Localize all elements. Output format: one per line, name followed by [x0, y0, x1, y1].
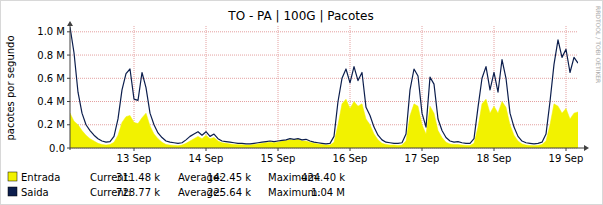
plot-area	[70, 26, 578, 148]
x-tick-label: 17 Sep	[405, 153, 440, 164]
chart: TO - PA | 100G | Pacotes pacotes por segu…	[0, 0, 603, 205]
y-axis	[70, 26, 71, 150]
x-tick-label: 14 Sep	[189, 153, 224, 164]
tick	[422, 148, 423, 151]
credit: RRDTOOL / TOBI OETIKER	[595, 6, 602, 83]
legend-label: Entrada	[21, 172, 60, 183]
legend-swatch	[8, 172, 17, 181]
tick	[67, 55, 70, 56]
x-tick-label: 15 Sep	[261, 153, 296, 164]
tick	[566, 148, 567, 151]
tick	[67, 148, 70, 149]
axis-arrow	[67, 21, 73, 26]
tick	[278, 148, 279, 151]
x-axis	[70, 148, 584, 149]
tick	[206, 148, 207, 151]
tick	[67, 124, 70, 125]
x-tick-label: 18 Sep	[477, 153, 512, 164]
area	[70, 99, 578, 148]
y-tick-label: 0.8 M	[37, 50, 65, 61]
legend-swatch	[8, 187, 17, 196]
legend-stat-value: 1.04 M	[311, 187, 345, 198]
tick	[67, 101, 70, 102]
legend-stat-value: 311.48 k	[116, 172, 160, 183]
legend-stat-value: 225.64 k	[207, 187, 251, 198]
y-tick-label: 0.0	[49, 143, 65, 154]
title: TO - PA | 100G | Pacotes	[227, 9, 373, 23]
grid-line	[70, 55, 578, 56]
tick	[67, 78, 70, 79]
axis-arrow	[584, 145, 589, 151]
tick	[350, 148, 351, 151]
grid-line	[206, 26, 207, 148]
x-tick-label: 13 Sep	[117, 153, 152, 164]
y-tick-label: 1.0 M	[37, 26, 65, 37]
y-tick-label: 0.4 M	[37, 96, 65, 107]
x-tick-label: 19 Sep	[549, 153, 584, 164]
legend-stat-value: 728.77 k	[116, 187, 160, 198]
tick	[67, 31, 70, 32]
tick	[494, 148, 495, 151]
background	[1, 1, 603, 205]
y-tick-label: 0.6 M	[37, 73, 65, 84]
y-tick-label: 0.2 M	[37, 119, 65, 130]
tick	[134, 148, 135, 151]
legend-label: Saida	[21, 187, 49, 198]
grid-line	[278, 26, 279, 148]
line	[70, 27, 578, 144]
data-group	[70, 27, 578, 148]
legend-stat-value: 142.45 k	[207, 172, 251, 183]
legend-stat-value: 424.40 k	[301, 172, 345, 183]
grid-line	[70, 31, 578, 32]
y-axis-label: pacotes por segundo	[5, 35, 16, 140]
grid-line	[70, 78, 578, 79]
x-tick-label: 16 Sep	[333, 153, 368, 164]
